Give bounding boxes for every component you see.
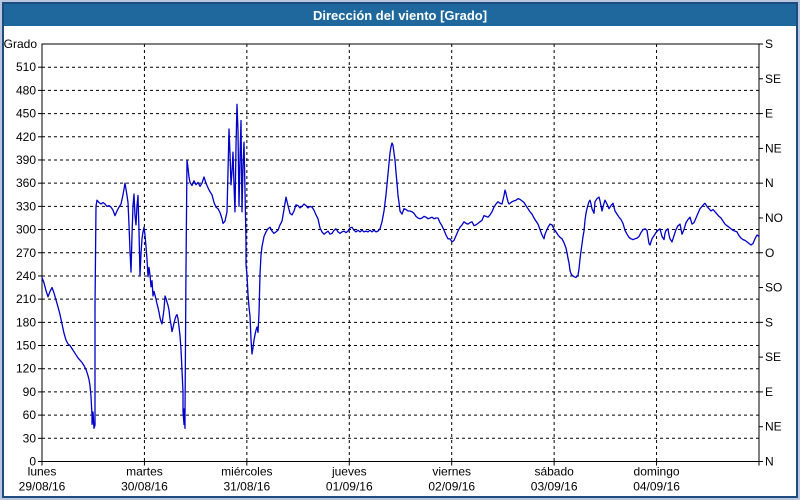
- right-axis-label: N: [765, 455, 774, 469]
- right-axis-label: N: [765, 176, 774, 190]
- y-tick-label: 510: [16, 60, 36, 74]
- y-tick-label: 390: [16, 153, 36, 167]
- right-axis-label: SO: [765, 281, 782, 295]
- title-bar: Dirección del viento [Grado]: [4, 4, 796, 26]
- right-axis-label: O: [765, 246, 774, 260]
- day-name-label: viernes: [432, 465, 471, 479]
- right-axis-label: NE: [765, 141, 782, 155]
- right-axis-label: SE: [765, 350, 781, 364]
- right-axis-label: NE: [765, 420, 782, 434]
- day-name-label: lunes: [28, 465, 57, 479]
- y-tick-label: 0: [29, 455, 36, 469]
- y-axis-title: Grado: [4, 37, 38, 51]
- day-name-label: sábado: [534, 465, 574, 479]
- right-axis-label: S: [765, 37, 773, 51]
- day-name-label: domingo: [634, 465, 680, 479]
- y-tick-label: 210: [16, 292, 36, 306]
- day-date-label: 29/08/16: [19, 480, 66, 494]
- y-tick-label: 450: [16, 107, 36, 121]
- y-tick-label: 480: [16, 83, 36, 97]
- y-tick-label: 330: [16, 199, 36, 213]
- y-tick-label: 30: [23, 431, 37, 445]
- y-tick-label: 360: [16, 176, 36, 190]
- day-date-label: 01/09/16: [326, 480, 373, 494]
- day-date-label: 02/09/16: [428, 480, 475, 494]
- wind-direction-line: [41, 103, 760, 429]
- day-name-label: martes: [126, 465, 163, 479]
- right-axis-label: NO: [765, 211, 783, 225]
- right-axis-label: E: [765, 107, 773, 121]
- y-tick-label: 180: [16, 315, 36, 329]
- y-tick-label: 60: [23, 408, 37, 422]
- y-tick-label: 270: [16, 246, 36, 260]
- y-tick-label: 420: [16, 130, 36, 144]
- y-tick-label: 120: [16, 362, 36, 376]
- day-date-label: 31/08/16: [223, 480, 270, 494]
- day-date-label: 30/08/16: [121, 480, 168, 494]
- y-tick-label: 150: [16, 339, 36, 353]
- right-axis-label: E: [765, 385, 773, 399]
- day-name-label: jueves: [331, 465, 367, 479]
- y-tick-label: 300: [16, 223, 36, 237]
- day-date-label: 04/09/16: [633, 480, 680, 494]
- chart-title: Dirección del viento [Grado]: [312, 7, 488, 23]
- right-axis-label: SE: [765, 72, 781, 86]
- right-axis-label: S: [765, 315, 773, 329]
- day-name-label: miércoles: [221, 465, 272, 479]
- y-tick-label: 240: [16, 269, 36, 283]
- day-date-label: 03/09/16: [531, 480, 578, 494]
- y-tick-label: 90: [23, 385, 37, 399]
- plot-box: [41, 43, 760, 462]
